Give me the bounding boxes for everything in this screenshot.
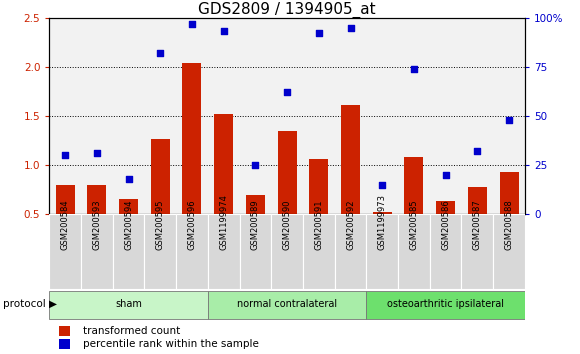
Point	[346, 25, 355, 30]
Text: sham: sham	[115, 299, 142, 309]
Text: GSM1199973: GSM1199973	[378, 194, 387, 250]
Text: GSM200587: GSM200587	[473, 199, 482, 250]
Text: GSM200590: GSM200590	[282, 199, 292, 250]
Text: GSM200589: GSM200589	[251, 199, 260, 250]
Point	[282, 90, 292, 95]
Title: GDS2809 / 1394905_at: GDS2809 / 1394905_at	[198, 1, 376, 18]
Text: protocol ▶: protocol ▶	[3, 299, 57, 309]
Bar	[367, 291, 525, 319]
Text: transformed count: transformed count	[82, 326, 180, 336]
Bar	[214, 114, 233, 214]
Bar	[462, 214, 493, 289]
Point	[155, 50, 165, 56]
Point	[441, 172, 450, 178]
Bar	[278, 131, 296, 214]
Bar	[404, 157, 423, 214]
Bar	[303, 214, 335, 289]
Text: GSM200588: GSM200588	[505, 199, 513, 250]
Bar	[309, 159, 328, 214]
Bar	[430, 214, 462, 289]
Bar	[59, 326, 70, 336]
Point	[219, 29, 229, 34]
Bar	[499, 172, 519, 214]
Point	[473, 148, 482, 154]
Bar	[49, 214, 81, 289]
Point	[505, 117, 514, 123]
Bar	[49, 291, 208, 319]
Bar	[176, 214, 208, 289]
Bar	[373, 212, 392, 214]
Point	[187, 21, 197, 27]
Bar	[341, 105, 360, 214]
Text: GSM200594: GSM200594	[124, 199, 133, 250]
Point	[251, 162, 260, 168]
Bar	[240, 214, 271, 289]
Text: GSM200591: GSM200591	[314, 199, 323, 250]
Point	[60, 152, 70, 158]
Bar	[144, 214, 176, 289]
Point	[92, 150, 101, 156]
Text: GSM200592: GSM200592	[346, 199, 355, 250]
Text: GSM200586: GSM200586	[441, 199, 450, 250]
Text: GSM200596: GSM200596	[187, 199, 197, 250]
Bar	[208, 214, 240, 289]
Bar	[208, 291, 367, 319]
Bar	[56, 185, 75, 214]
Point	[314, 30, 324, 36]
Text: normal contralateral: normal contralateral	[237, 299, 337, 309]
Text: GSM1199974: GSM1199974	[219, 194, 228, 250]
Bar	[468, 187, 487, 214]
Bar	[151, 138, 170, 214]
Text: GSM200595: GSM200595	[156, 199, 165, 250]
Bar	[335, 214, 367, 289]
Bar	[88, 185, 106, 214]
Bar	[398, 214, 430, 289]
Bar	[113, 214, 144, 289]
Bar	[59, 339, 70, 349]
Text: osteoarthritic ipsilateral: osteoarthritic ipsilateral	[387, 299, 504, 309]
Bar	[367, 214, 398, 289]
Bar	[493, 214, 525, 289]
Text: GSM200593: GSM200593	[92, 199, 101, 250]
Bar	[119, 199, 138, 214]
Text: percentile rank within the sample: percentile rank within the sample	[82, 339, 259, 349]
Bar	[271, 214, 303, 289]
Point	[378, 182, 387, 188]
Point	[409, 66, 419, 72]
Bar	[183, 63, 201, 214]
Point	[124, 176, 133, 182]
Bar	[246, 195, 265, 214]
Bar	[81, 214, 113, 289]
Bar	[436, 201, 455, 214]
Text: GSM200585: GSM200585	[409, 199, 418, 250]
Text: GSM200584: GSM200584	[61, 199, 70, 250]
